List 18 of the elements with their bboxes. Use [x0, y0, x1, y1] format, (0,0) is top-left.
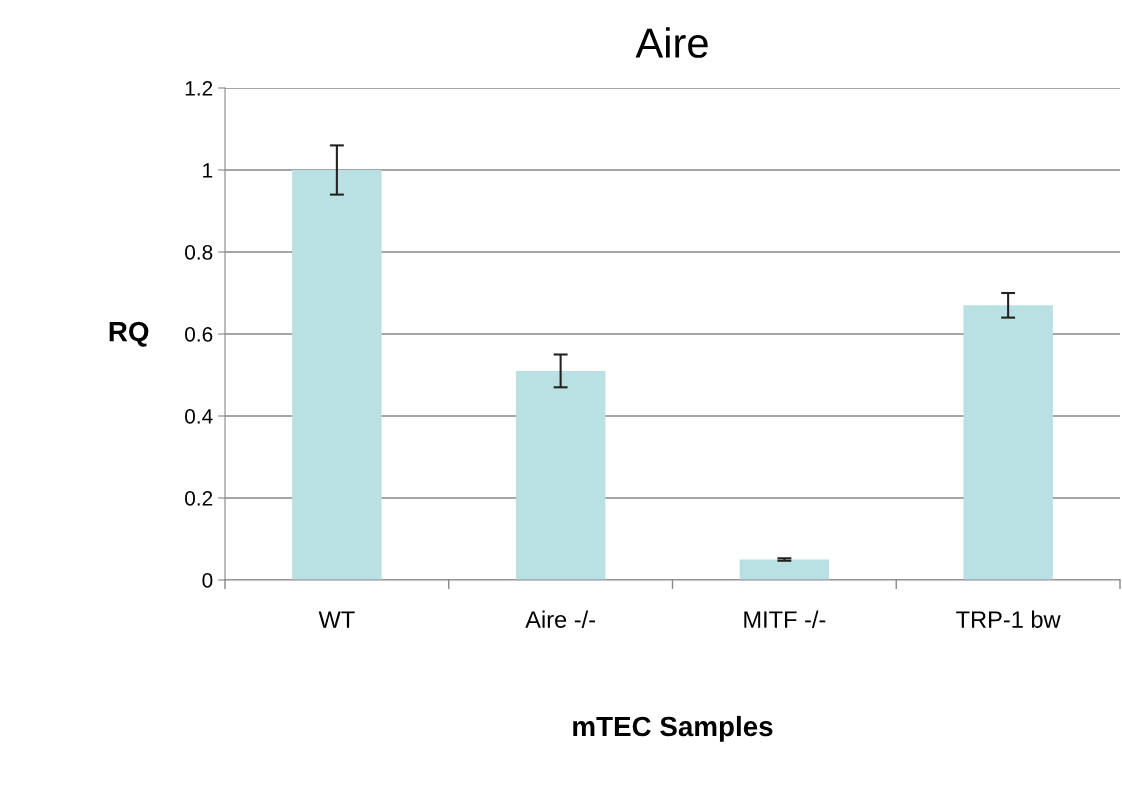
y-tick-label: 1.2: [185, 81, 213, 96]
x-tick-label: Aire -/-: [525, 610, 595, 628]
y-tick-label: 1: [203, 163, 213, 178]
x-tick-label: MITF -/-: [744, 610, 826, 628]
chart-title: Aire: [635, 27, 708, 58]
y-tick-label: 0.8: [185, 245, 213, 260]
x-tick-label: TRP-1 bw: [956, 610, 1061, 628]
y-tick-label: 0.6: [185, 327, 213, 342]
bar: [739, 559, 830, 580]
y-axis-title: RQ: [109, 321, 149, 347]
bar: [515, 370, 606, 580]
y-tick-label: 0: [202, 573, 213, 588]
x-tick-label: WT: [318, 611, 355, 628]
bar: [292, 170, 382, 580]
y-tick-label: 0.4: [185, 409, 213, 424]
y-tick-label: 0.2: [185, 491, 213, 506]
x-axis-title: mTEC Samples: [573, 715, 773, 742]
bar: [963, 305, 1053, 580]
